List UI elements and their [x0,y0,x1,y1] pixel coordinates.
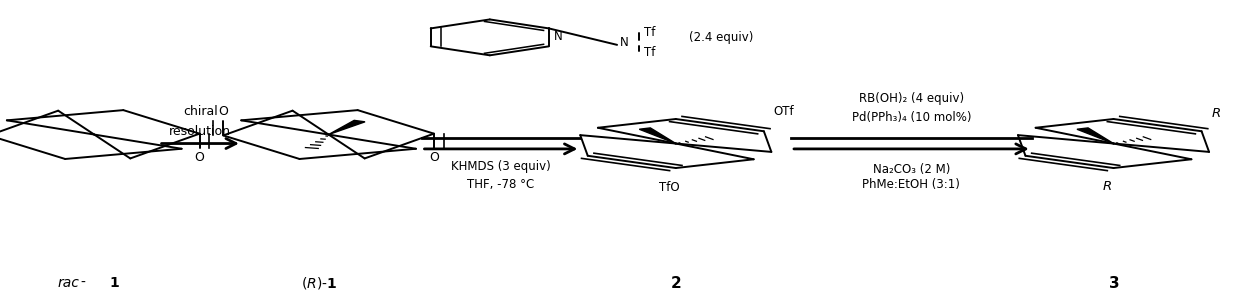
Text: Na₂CO₃ (2 M): Na₂CO₃ (2 M) [873,163,950,176]
Text: O: O [218,105,228,118]
Text: chiral: chiral [182,105,218,118]
Text: (2.4 equiv): (2.4 equiv) [689,31,754,44]
Polygon shape [329,120,365,135]
Polygon shape [1078,128,1114,144]
Text: $\mathbf{3}$: $\mathbf{3}$ [1107,274,1120,291]
Text: rac: rac [57,276,79,289]
Polygon shape [640,128,676,144]
Text: Tf: Tf [645,46,656,59]
Text: TfO: TfO [660,181,680,194]
Text: $\mathbf{2}$: $\mathbf{2}$ [670,274,682,291]
Text: O: O [429,151,439,164]
Text: N: N [620,36,629,49]
Text: THF, -78 °C: THF, -78 °C [467,178,534,191]
Text: resolution: resolution [169,125,232,138]
Text: R: R [1102,180,1112,193]
Text: -: - [81,276,86,289]
Text: Tf: Tf [645,26,656,39]
Text: Pd(PPh₃)₄ (10 mol%): Pd(PPh₃)₄ (10 mol%) [852,111,971,124]
Text: RB(OH)₂ (4 equiv): RB(OH)₂ (4 equiv) [859,92,963,105]
Text: $(R)$-$\mathbf{1}$: $(R)$-$\mathbf{1}$ [300,274,337,291]
Text: $\mathbf{1}$: $\mathbf{1}$ [109,276,120,289]
Text: R: R [1211,107,1220,120]
Text: OTf: OTf [774,105,795,118]
Text: O: O [195,151,205,164]
Text: PhMe:EtOH (3:1): PhMe:EtOH (3:1) [863,178,960,191]
Text: N: N [554,30,563,43]
Text: KHMDS (3 equiv): KHMDS (3 equiv) [451,160,551,173]
